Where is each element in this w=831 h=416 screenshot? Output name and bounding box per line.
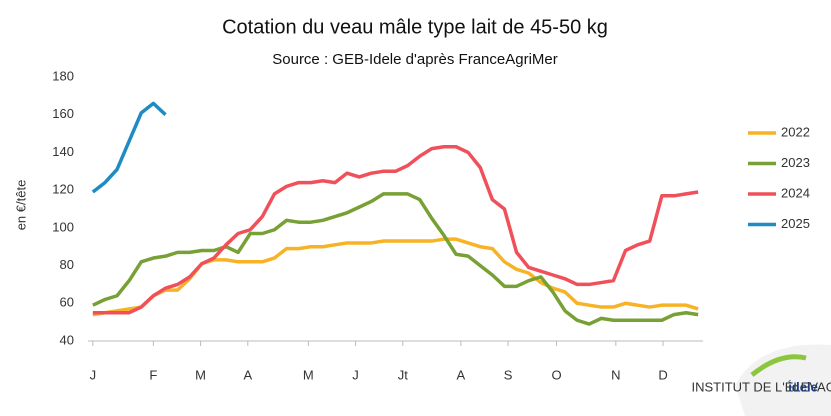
logo-caption: INSTITUT DE L'ÉLEVAGE: [692, 379, 831, 394]
x-tick-label: Jt: [398, 367, 409, 382]
y-tick-label: 40: [60, 332, 74, 347]
x-tick-label: M: [195, 367, 206, 382]
legend-label: 2022: [781, 124, 810, 139]
series-line: [92, 192, 699, 326]
y-tick-label: 180: [52, 68, 74, 83]
legend-label: 2023: [781, 155, 810, 170]
series-line: [92, 145, 699, 315]
y-tick-label: 80: [60, 257, 74, 272]
logo-background: [735, 344, 831, 416]
chart-subtitle: Source : GEB-Idele d'après FranceAgriMer: [272, 51, 557, 68]
chart-title: Cotation du veau mâle type lait de 45-50…: [222, 16, 608, 38]
x-tick-label: D: [658, 367, 667, 382]
y-axis-label: en €/tête: [13, 180, 28, 231]
logo: INSTITUT DE L'ÉLEVAGE idele: [692, 344, 831, 416]
x-tick-label: O: [551, 367, 561, 382]
x-tick-label: F: [149, 367, 157, 382]
logo-swoosh: [750, 354, 807, 377]
logo-name: idele: [788, 379, 818, 394]
x-tick-label: A: [243, 367, 252, 382]
x-tick-label: N: [611, 367, 620, 382]
legend-label: 2024: [781, 185, 810, 200]
y-tick-label: 160: [52, 106, 74, 121]
series-line: [92, 237, 699, 317]
x-tick-label: A: [457, 367, 466, 382]
x-tick-label: J: [352, 367, 359, 382]
x-tick-label: M: [303, 367, 314, 382]
y-tick-label: 120: [52, 182, 74, 197]
legend-label: 2025: [781, 216, 810, 231]
y-tick-label: 60: [60, 295, 74, 310]
y-tick-label: 140: [52, 144, 74, 159]
x-tick-label: J: [90, 367, 97, 382]
y-tick-label: 100: [52, 219, 74, 234]
x-tick-label: S: [504, 367, 513, 382]
series-line: [91, 101, 167, 194]
